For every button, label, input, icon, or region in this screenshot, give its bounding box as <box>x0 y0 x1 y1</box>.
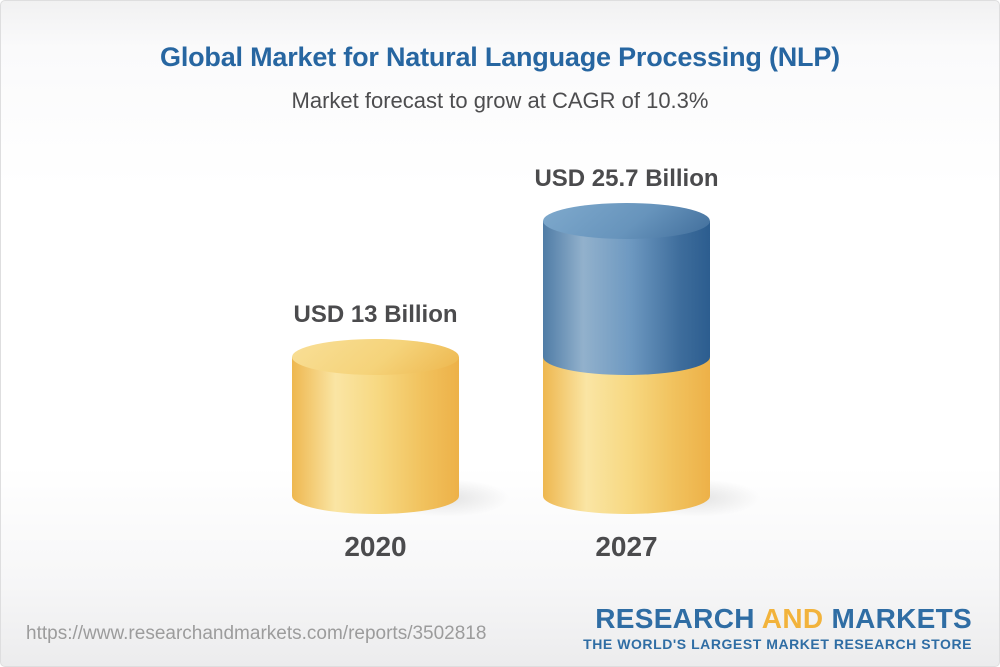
bar-2020-cylinder-body <box>292 356 459 514</box>
bar-2020-value-label: USD 13 Billion <box>293 300 458 328</box>
logo-word-research: RESEARCH <box>595 603 755 634</box>
bar-2027-category-label: 2027 <box>595 531 658 562</box>
bar-2027-growth-segment <box>543 221 710 375</box>
bar-2027-cylinder-cap <box>543 203 710 239</box>
bar-2020-cylinder-cap <box>292 338 459 375</box>
bar-2020: USD 13 Billion 2020 <box>292 1 510 601</box>
logo-word-and: AND <box>761 603 824 634</box>
subtitle: Market forecast to grow at CAGR of 10.3% <box>291 88 709 113</box>
logo-word-markets: MARKETS <box>831 603 972 634</box>
source-url: https://www.researchandmarkets.com/repor… <box>26 623 487 644</box>
page-title: Global Market for Natural Language Proce… <box>160 42 840 72</box>
research-and-markets-logo: RESEARCH AND MARKETS THE WORLD'S LARGEST… <box>583 604 972 653</box>
bar-2027: USD 25.7 Billion 2027 <box>534 1 761 601</box>
bar-2020-category-label: 2020 <box>344 531 407 562</box>
bar-2027-base-segment <box>543 356 710 514</box>
bar-2027-value-label: USD 25.7 Billion <box>534 165 719 192</box>
logo-wordmark: RESEARCH AND MARKETS <box>583 604 972 633</box>
logo-tagline: THE WORLD'S LARGEST MARKET RESEARCH STOR… <box>583 636 972 653</box>
